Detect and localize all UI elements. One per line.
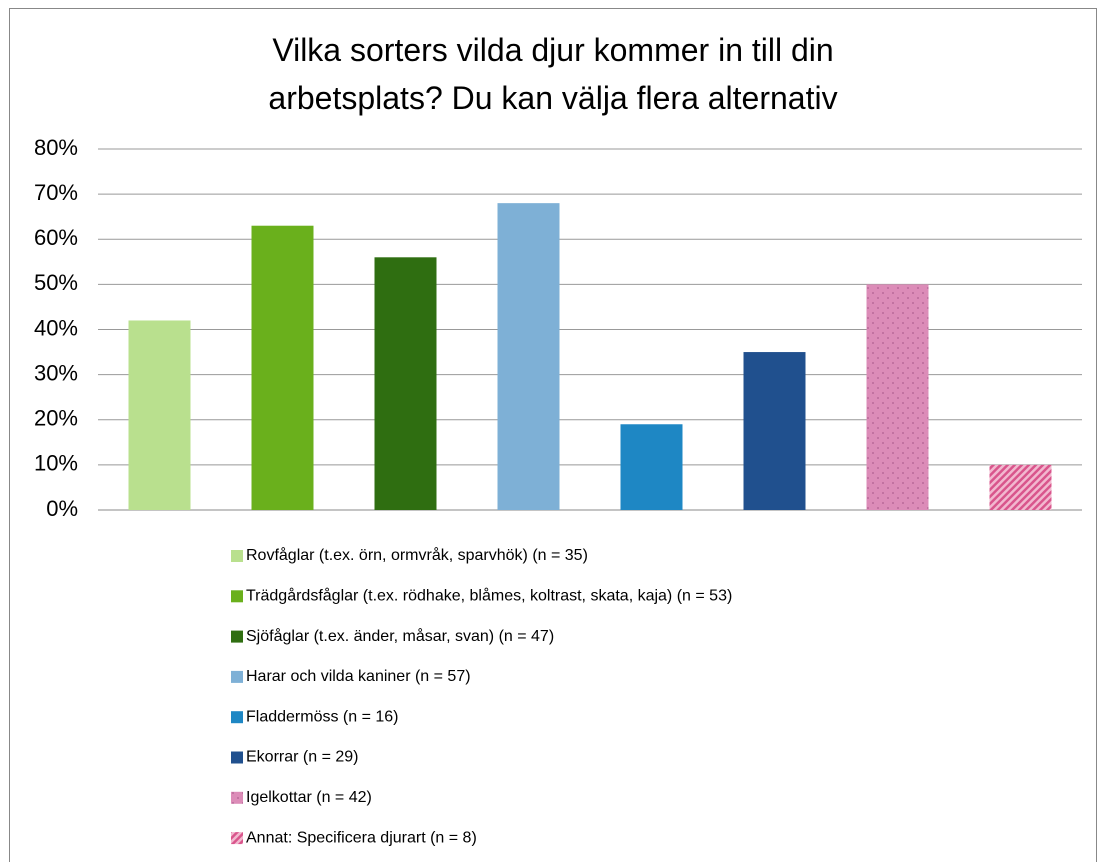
legend-swatch: [231, 670, 243, 683]
legend-swatch: [231, 711, 243, 724]
y-tick-label: 40%: [34, 315, 78, 340]
bar: [128, 320, 191, 510]
legend-label: Annat: Specificera djurart (n = 8): [246, 829, 477, 846]
bar: [374, 257, 437, 510]
y-tick-label: 70%: [34, 180, 78, 205]
y-tick-label: 60%: [34, 225, 78, 250]
legend-label: Fladdermöss (n = 16): [246, 708, 399, 725]
legend-swatch: [231, 791, 243, 804]
y-tick-label: 20%: [34, 406, 78, 431]
legend-label: Ekorrar (n = 29): [246, 749, 358, 766]
y-tick-label: 30%: [34, 360, 78, 385]
legend-label: Harar och vilda kaniner (n = 57): [246, 668, 471, 685]
bar: [251, 225, 314, 510]
bar: [497, 203, 560, 510]
bar: [866, 284, 929, 510]
bar: [620, 424, 683, 510]
legend-swatch: [231, 630, 243, 643]
y-tick-label: 80%: [34, 135, 78, 160]
legend-swatch: [231, 751, 243, 764]
chart-border: [9, 8, 1097, 862]
y-tick-label: 10%: [34, 451, 78, 476]
y-tick-label: 0%: [46, 496, 78, 521]
legend-label: Igelkottar (n = 42): [246, 789, 372, 806]
legend-label: Sjöfåglar (t.ex. änder, måsar, svan) (n …: [246, 627, 554, 645]
legend-label: Trädgårdsfåglar (t.ex. rödhake, blåmes, …: [246, 587, 732, 605]
legend-label: Rovfåglar (t.ex. örn, ormvråk, sparvhök)…: [246, 546, 588, 564]
legend-swatch: [231, 590, 243, 603]
y-tick-label: 50%: [34, 270, 78, 295]
bar: [989, 464, 1052, 510]
bar: [743, 352, 806, 510]
legend-swatch: [231, 832, 243, 845]
legend-swatch: [231, 550, 243, 562]
chart-title: Vilka sorters vilda djur kommer in till …: [268, 32, 838, 116]
